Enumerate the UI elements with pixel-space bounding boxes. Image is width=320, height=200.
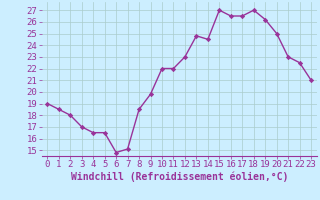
X-axis label: Windchill (Refroidissement éolien,°C): Windchill (Refroidissement éolien,°C) — [70, 172, 288, 182]
